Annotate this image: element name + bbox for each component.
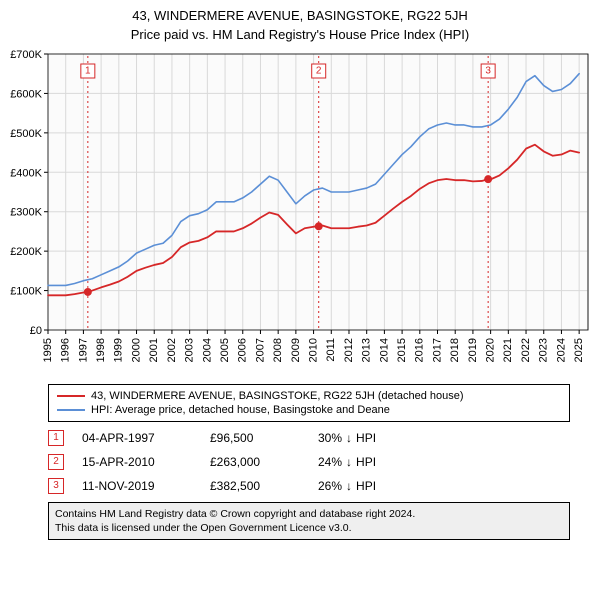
svg-text:1997: 1997	[77, 338, 89, 362]
title-sub: Price paid vs. HM Land Registry's House …	[0, 25, 600, 48]
svg-text:2002: 2002	[166, 338, 178, 362]
svg-text:2019: 2019	[467, 338, 479, 362]
event-diff: 30% ↓ HPI	[318, 431, 376, 445]
legend-row: 43, WINDERMERE AVENUE, BASINGSTOKE, RG22…	[57, 389, 561, 403]
svg-text:1: 1	[85, 66, 91, 77]
event-price: £96,500	[210, 431, 300, 445]
event-row: 2 15-APR-2010 £263,000 24% ↓ HPI	[48, 450, 570, 474]
title-main: 43, WINDERMERE AVENUE, BASINGSTOKE, RG22…	[0, 6, 600, 25]
svg-text:2009: 2009	[290, 338, 302, 362]
event-marker: 2	[48, 454, 64, 470]
svg-text:2008: 2008	[272, 338, 284, 362]
chart-container: 43, WINDERMERE AVENUE, BASINGSTOKE, RG22…	[0, 0, 600, 540]
svg-text:£200K: £200K	[10, 246, 42, 258]
arrow-down-icon: ↓	[346, 455, 352, 469]
svg-text:1996: 1996	[60, 338, 72, 362]
svg-text:£400K: £400K	[10, 167, 42, 179]
svg-text:2007: 2007	[254, 338, 266, 362]
footer-line-2: This data is licensed under the Open Gov…	[55, 521, 563, 535]
svg-text:2013: 2013	[361, 338, 373, 362]
svg-text:£0: £0	[30, 325, 42, 337]
legend-label: 43, WINDERMERE AVENUE, BASINGSTOKE, RG22…	[91, 390, 464, 402]
svg-text:2022: 2022	[520, 338, 532, 362]
svg-text:2011: 2011	[325, 338, 337, 362]
event-diff-suffix: HPI	[356, 479, 376, 493]
legend-row: HPI: Average price, detached house, Basi…	[57, 403, 561, 417]
event-row: 1 04-APR-1997 £96,500 30% ↓ HPI	[48, 426, 570, 450]
svg-text:2004: 2004	[201, 338, 213, 362]
svg-text:2014: 2014	[378, 338, 390, 362]
event-diff: 26% ↓ HPI	[318, 479, 376, 493]
svg-text:£700K: £700K	[10, 49, 42, 61]
svg-text:2001: 2001	[148, 338, 160, 362]
svg-text:2024: 2024	[555, 338, 567, 362]
svg-text:2006: 2006	[237, 338, 249, 362]
svg-text:2017: 2017	[431, 338, 443, 362]
legend-label: HPI: Average price, detached house, Basi…	[91, 404, 390, 416]
footer-line-1: Contains HM Land Registry data © Crown c…	[55, 507, 563, 521]
event-date: 15-APR-2010	[82, 455, 192, 469]
titles: 43, WINDERMERE AVENUE, BASINGSTOKE, RG22…	[0, 0, 600, 48]
legend-swatch	[57, 395, 85, 397]
event-date: 04-APR-1997	[82, 431, 192, 445]
svg-text:2023: 2023	[538, 338, 550, 362]
event-diff-suffix: HPI	[356, 431, 376, 445]
event-marker: 1	[48, 430, 64, 446]
footer-note: Contains HM Land Registry data © Crown c…	[48, 502, 570, 540]
svg-text:£100K: £100K	[10, 286, 42, 298]
legend-swatch	[57, 409, 85, 411]
svg-text:1998: 1998	[95, 338, 107, 362]
arrow-down-icon: ↓	[346, 479, 352, 493]
event-diff-suffix: HPI	[356, 455, 376, 469]
event-row: 3 11-NOV-2019 £382,500 26% ↓ HPI	[48, 474, 570, 498]
event-diff-pct: 30%	[318, 431, 342, 445]
svg-text:3: 3	[485, 66, 491, 77]
svg-text:2000: 2000	[130, 338, 142, 362]
event-marker: 3	[48, 478, 64, 494]
svg-text:2015: 2015	[396, 338, 408, 362]
svg-text:£600K: £600K	[10, 88, 42, 100]
event-diff-pct: 24%	[318, 455, 342, 469]
svg-text:2020: 2020	[485, 338, 497, 362]
svg-text:2018: 2018	[449, 338, 461, 362]
svg-text:2025: 2025	[573, 338, 585, 362]
svg-text:£300K: £300K	[10, 207, 42, 219]
event-diff: 24% ↓ HPI	[318, 455, 376, 469]
event-date: 11-NOV-2019	[82, 479, 192, 493]
svg-text:1995: 1995	[42, 338, 54, 362]
svg-text:£500K: £500K	[10, 128, 42, 140]
sale-events: 1 04-APR-1997 £96,500 30% ↓ HPI 2 15-APR-2010 £2…	[48, 426, 570, 498]
event-diff-pct: 26%	[318, 479, 342, 493]
price-chart: £0 £100K £200K £300K £400K £500K £600K £700K 199…	[0, 48, 600, 378]
event-price: £382,500	[210, 479, 300, 493]
svg-text:1999: 1999	[113, 338, 125, 362]
svg-text:2012: 2012	[343, 338, 355, 362]
event-price: £263,000	[210, 455, 300, 469]
svg-text:2003: 2003	[184, 338, 196, 362]
svg-text:2021: 2021	[502, 338, 514, 362]
arrow-down-icon: ↓	[346, 431, 352, 445]
svg-text:2016: 2016	[414, 338, 426, 362]
svg-text:2: 2	[316, 66, 322, 77]
svg-text:2010: 2010	[307, 338, 319, 362]
legend: 43, WINDERMERE AVENUE, BASINGSTOKE, RG22…	[48, 384, 570, 422]
svg-text:2005: 2005	[219, 338, 231, 362]
